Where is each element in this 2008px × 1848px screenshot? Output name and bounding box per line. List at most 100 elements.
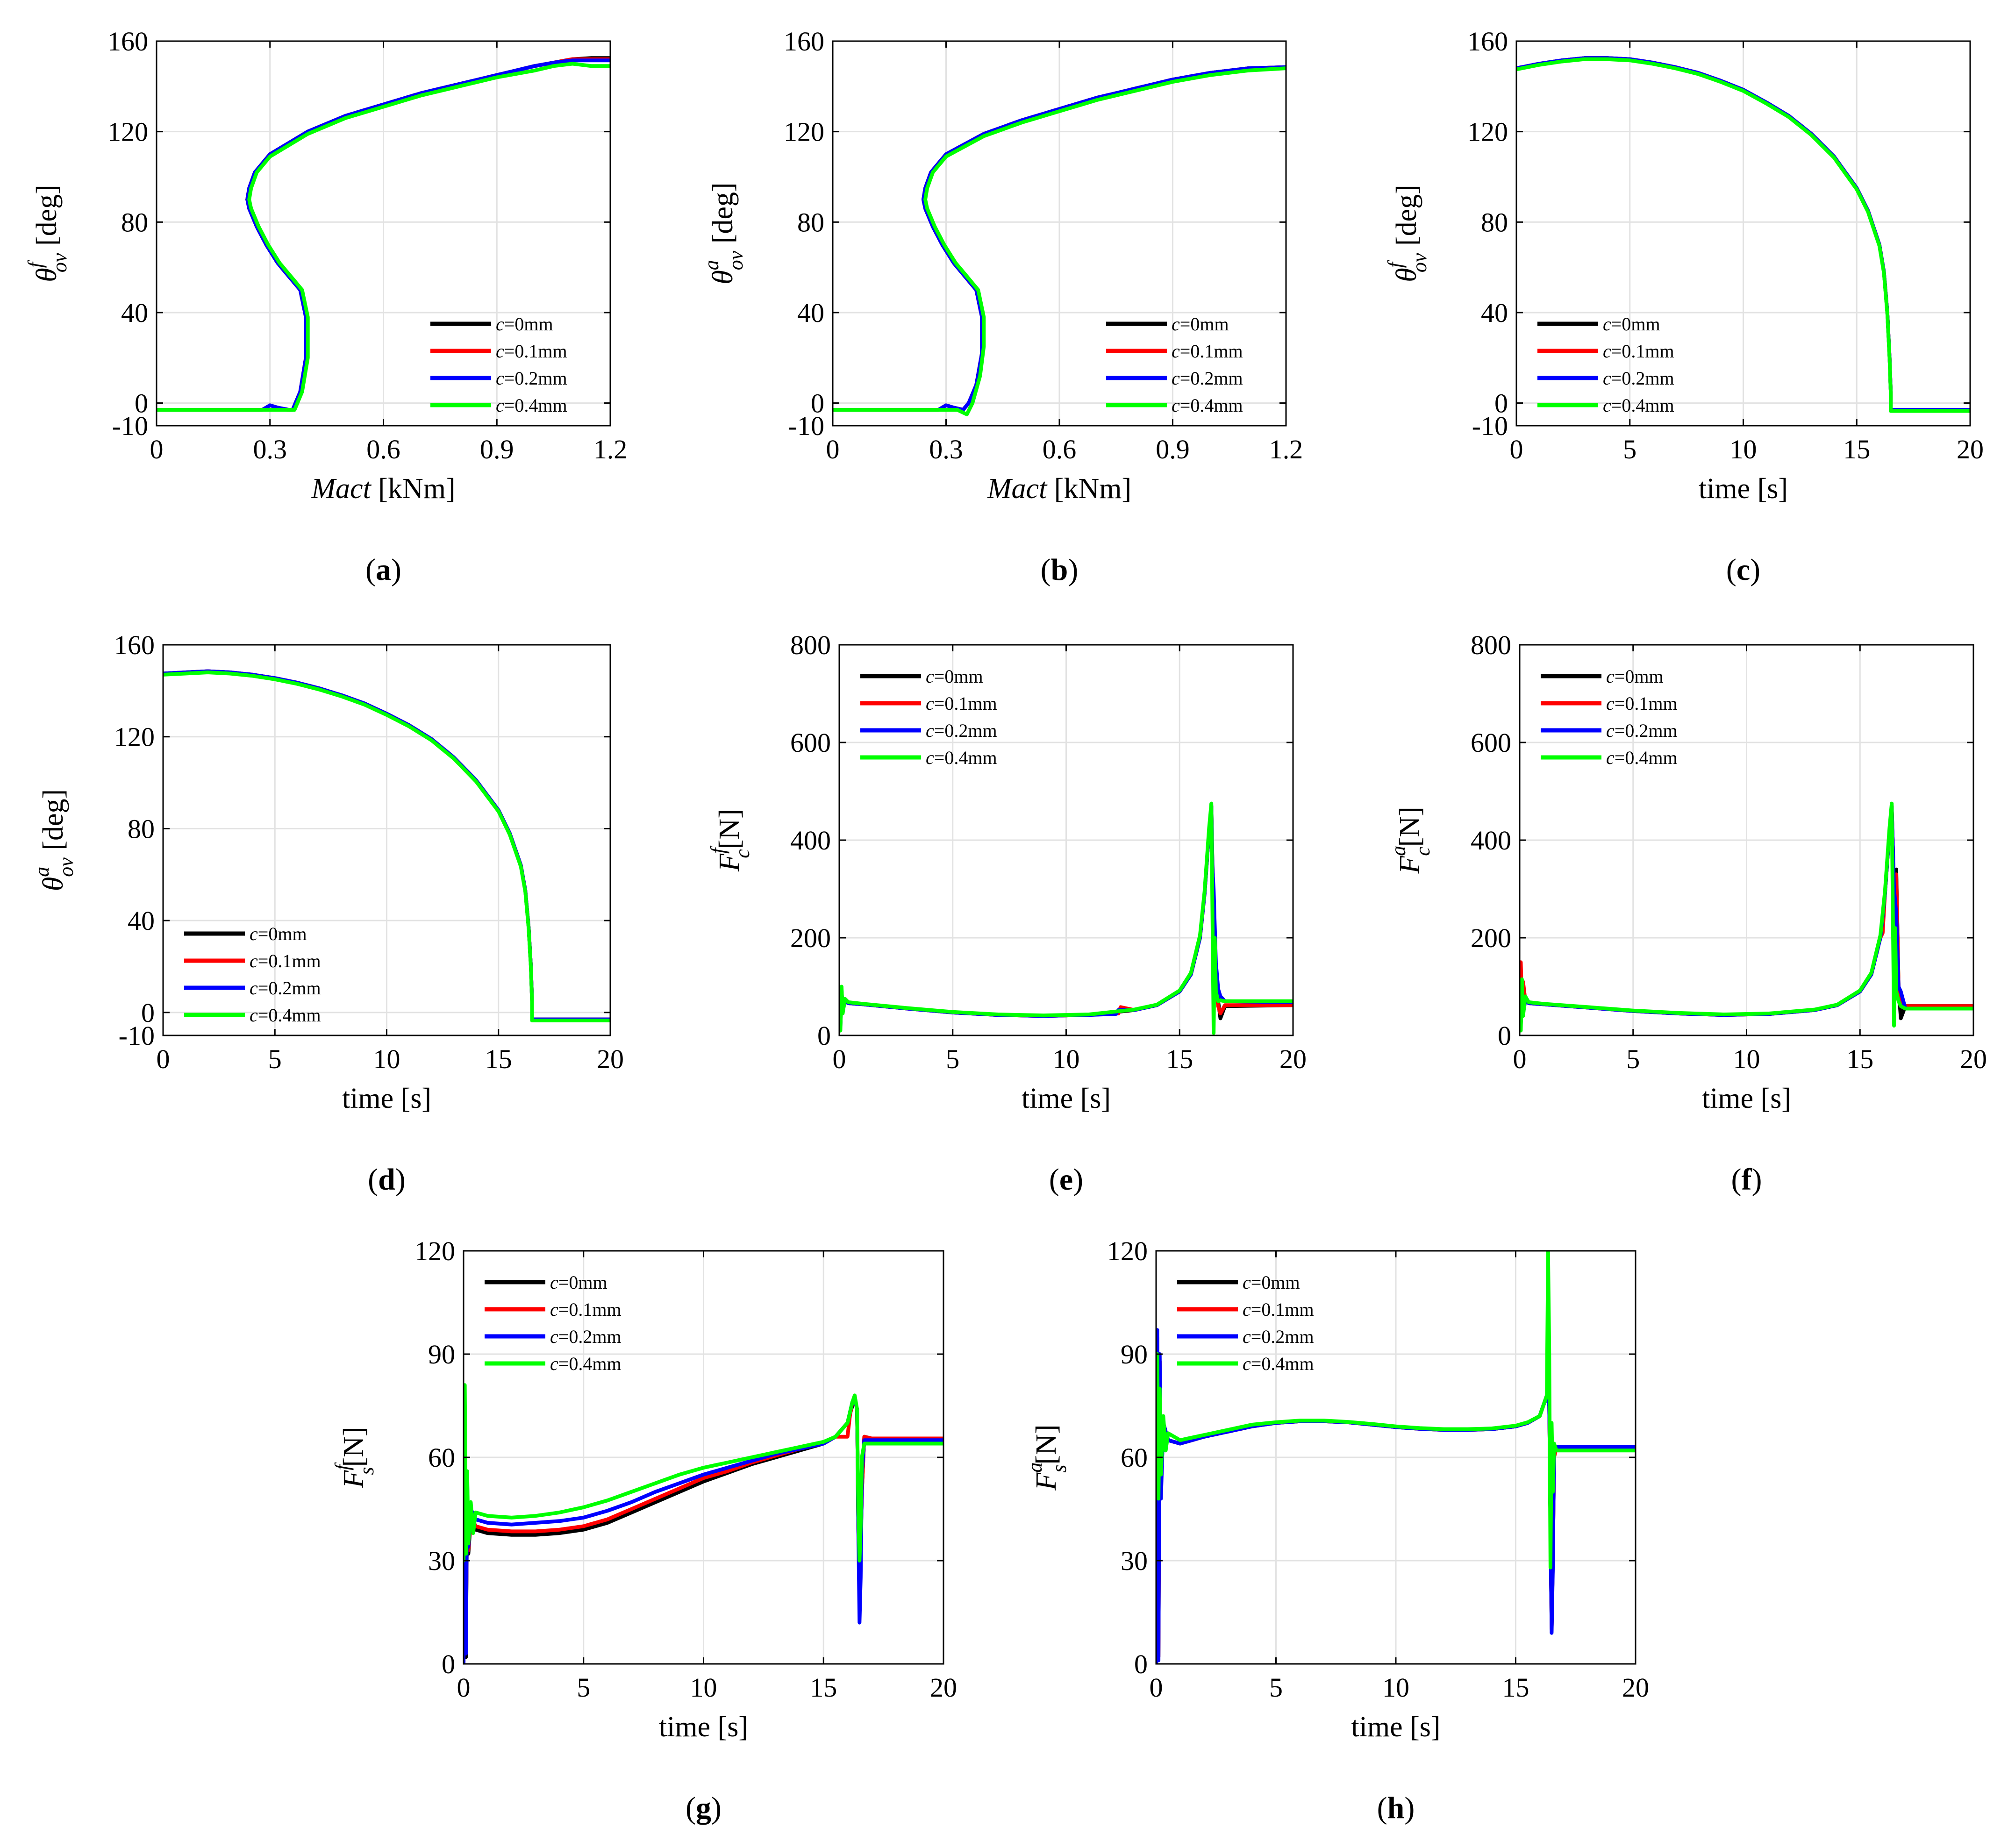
legend-label: c=0.2mm	[496, 368, 567, 389]
legend-label: c=0.2mm	[1172, 368, 1243, 389]
legend-label: c=0mm	[926, 666, 983, 687]
legend: c=0mm c=0.1mm c=0.2mm c=0.4mm	[1106, 314, 1243, 416]
x-tick-label: 5	[1626, 1044, 1640, 1074]
x-axis-label: Mact [kNm]	[311, 473, 455, 505]
chart-b: 0 0.3 0.6 0.9 1.2 0 40 80 120 160 -10 Mact [kNm] θao…	[700, 26, 1303, 587]
y-tick-label: 0	[442, 1649, 455, 1679]
x-tick-label: 0	[457, 1672, 471, 1703]
y-tick-label: 30	[428, 1546, 455, 1576]
panel-label: (b)	[1041, 553, 1079, 587]
y-tick-label: 600	[790, 728, 831, 758]
legend-label: c=0.2mm	[1243, 1326, 1314, 1347]
y-tick-label: 160	[107, 26, 148, 57]
x-tick-label: 0.6	[1043, 434, 1077, 464]
series-line-3	[163, 671, 610, 1022]
x-tick-label: 5	[1269, 1672, 1283, 1703]
y-tick-label: 0	[1134, 1649, 1148, 1679]
x-tick-label: 20	[1622, 1672, 1649, 1703]
legend-label: c=0.1mm	[496, 341, 567, 362]
legend-label: c=0.4mm	[550, 1353, 622, 1374]
y-tick-label: 160	[1467, 26, 1508, 57]
y-axis-label: Fas[N]	[1023, 1424, 1071, 1491]
y-tick-label: 0	[817, 1020, 831, 1051]
series-line-3	[157, 62, 610, 412]
series-line-3	[833, 66, 1286, 416]
legend-label: c=0.1mm	[1606, 693, 1678, 714]
y-tick-label: 0	[135, 388, 148, 419]
series-line-3	[1516, 57, 1970, 413]
x-axis-label: time [s]	[1702, 1083, 1791, 1114]
x-tick-label: 0	[1510, 434, 1523, 464]
legend-label: c=0.4mm	[1172, 395, 1243, 416]
legend-label: c=0.4mm	[1606, 747, 1678, 768]
panel-label: (g)	[686, 1791, 722, 1825]
x-tick-label: 10	[1053, 1044, 1080, 1074]
panel-label: (a)	[365, 553, 401, 587]
legend-label: c=0mm	[1172, 314, 1229, 335]
y-tick-label: 40	[121, 298, 148, 328]
series-line-3	[1520, 801, 1973, 1033]
x-tick-label: 1.2	[593, 434, 628, 464]
x-tick-label: 20	[597, 1044, 624, 1074]
legend-label: c=0.4mm	[926, 747, 997, 768]
y-tick-label: 200	[790, 923, 831, 953]
legend-label: c=0.1mm	[250, 950, 321, 971]
series-group	[163, 669, 610, 1022]
legend: c=0mm c=0.1mm c=0.2mm c=0.4mm	[860, 666, 997, 768]
x-tick-label: 0.6	[366, 434, 400, 464]
chart-a: 0 0.3 0.6 0.9 1.2 0 40 80 120 160 -10 Mact [kNm] θfo…	[24, 26, 627, 587]
panel-label: (d)	[368, 1163, 406, 1197]
legend: c=0mm c=0.1mm c=0.2mm c=0.4mm	[430, 314, 567, 416]
series-group	[1520, 801, 1973, 1033]
y-axis-label: Ffc[N]	[707, 809, 754, 872]
y-tick-label: 40	[1481, 298, 1508, 328]
legend-label: c=0mm	[496, 314, 553, 335]
series-line-3	[464, 1383, 943, 1563]
series-line-3	[839, 801, 1293, 1035]
legend-label: c=0.1mm	[1243, 1299, 1314, 1320]
x-tick-label: 20	[1957, 434, 1984, 464]
x-tick-label: 0	[1150, 1672, 1163, 1703]
legend-label: c=0.2mm	[550, 1326, 622, 1347]
x-axis-label: time [s]	[659, 1711, 748, 1743]
x-tick-label: 0	[826, 434, 840, 464]
legend-label: c=0.2mm	[1603, 368, 1674, 389]
y-tick-label: 40	[797, 298, 824, 328]
chart-d: 0 5 10 15 20 0 40 80 120 160 -10 time [s] θaov [deg]…	[30, 630, 624, 1197]
legend-label: c=0.2mm	[1606, 720, 1678, 741]
series-group	[1516, 56, 1970, 413]
y-tick-label: 80	[1481, 207, 1508, 237]
legend-label: c=0.1mm	[1172, 341, 1243, 362]
x-axis-label: time [s]	[342, 1083, 431, 1114]
legend-label: c=0.2mm	[250, 978, 321, 999]
x-tick-label: 0.3	[929, 434, 963, 464]
y-tick-label: -10	[788, 411, 824, 441]
x-tick-label: 10	[1382, 1672, 1409, 1703]
legend-label: c=0.1mm	[550, 1299, 622, 1320]
x-tick-label: 20	[1960, 1044, 1987, 1074]
x-tick-label: 10	[1733, 1044, 1760, 1074]
x-tick-label: 0.3	[253, 434, 287, 464]
x-tick-label: 15	[1843, 434, 1870, 464]
legend: c=0mm c=0.1mm c=0.2mm c=0.4mm	[1537, 314, 1674, 416]
legend-label: c=0mm	[1606, 666, 1664, 687]
y-tick-label: 120	[107, 117, 148, 147]
series-group	[157, 56, 610, 412]
y-tick-label: 800	[1471, 630, 1511, 660]
x-tick-label: 5	[577, 1672, 590, 1703]
x-axis-label: time [s]	[1022, 1083, 1111, 1114]
x-tick-label: 1.2	[1269, 434, 1303, 464]
x-tick-label: 5	[1623, 434, 1636, 464]
legend-label: c=0.2mm	[926, 720, 997, 741]
series-group	[839, 801, 1293, 1035]
y-tick-label: 120	[114, 722, 155, 752]
y-tick-label: 80	[121, 207, 148, 237]
x-axis-label: Mact [kNm]	[987, 473, 1131, 505]
legend: c=0mm c=0.1mm c=0.2mm c=0.4mm	[1541, 666, 1678, 768]
x-axis-label: time [s]	[1351, 1711, 1440, 1743]
panel-label: (e)	[1049, 1163, 1083, 1197]
series-group	[464, 1383, 943, 1664]
